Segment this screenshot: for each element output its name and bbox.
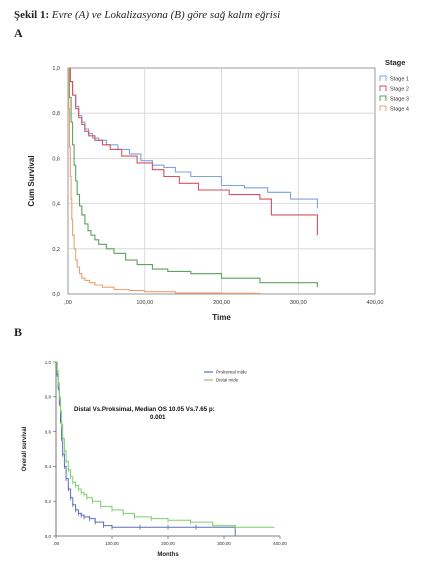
legend-label: Proksimal mide xyxy=(216,370,247,375)
annotation-text: 0.001 xyxy=(150,414,166,421)
series-line xyxy=(68,67,318,288)
y-tick-label: 0,8 xyxy=(45,395,52,400)
x-tick-label: ,00 xyxy=(53,541,60,546)
panel-label-b: B xyxy=(14,325,23,339)
legend-swatch xyxy=(379,85,387,91)
annotation-text: Distal Vs.Proksimal, Median OS 10.05 Vs.… xyxy=(74,406,215,413)
y-tick-label: 0,6 xyxy=(45,429,52,434)
x-tick-label: 300,00 xyxy=(217,541,231,546)
y-tick-label: 0,4 xyxy=(52,202,60,208)
series-line xyxy=(68,67,318,236)
y-tick-label: 0,2 xyxy=(52,247,60,253)
series-line xyxy=(68,67,261,294)
y-axis-title: Overall survival xyxy=(22,426,28,471)
x-tick-label: 400,00 xyxy=(273,541,287,546)
x-axis-title: Time xyxy=(212,313,231,322)
legend-swatch xyxy=(379,95,387,101)
x-tick-label: 400,00 xyxy=(367,300,384,306)
legend-swatch xyxy=(379,105,387,111)
x-tick-label: 100,00 xyxy=(105,541,119,546)
x-tick-label: ,00 xyxy=(64,300,72,306)
y-tick-label: 0,6 xyxy=(52,156,60,162)
y-tick-label: 0,0 xyxy=(52,292,60,298)
legend-label: Stage 2 xyxy=(390,87,409,93)
y-tick-label: 0,0 xyxy=(45,534,52,539)
legend-label: Stage 3 xyxy=(390,97,409,103)
panel-label-a: A xyxy=(14,26,23,40)
chart-a-stage-survival: 0,0 0,2 0,4 0,6 0,8 1,0 ,00 100,00 200,00 300,00 4… xyxy=(27,58,409,322)
y-tick-label: 0,4 xyxy=(45,464,52,469)
x-tick-label: 200,00 xyxy=(161,541,175,546)
legend-label: Stage 1 xyxy=(390,77,409,83)
y-axis-title: Cum Survival xyxy=(27,155,36,206)
y-tick-label: 0,8 xyxy=(52,111,60,117)
caption-text: Evre (A) ve Lokalizasyona (B) göre sağ k… xyxy=(49,9,281,21)
x-tick-label: 100,00 xyxy=(136,300,153,306)
legend-swatch xyxy=(379,75,387,81)
series-line xyxy=(56,361,236,536)
x-tick-label: 300,00 xyxy=(290,300,307,306)
legend-title: Stage xyxy=(385,58,405,67)
y-tick-label: 1,0 xyxy=(45,360,52,365)
series-line xyxy=(56,361,275,528)
figure-caption: Şekil 1: Evre (A) ve Lokalizasyona (B) g… xyxy=(14,9,280,21)
chart-b-location-survival: 0,0 0,2 0,4 0,6 0,8 1,0 ,00 100,00 200,00 300,00 4… xyxy=(22,360,287,558)
legend-label: Distal mide xyxy=(216,378,239,383)
y-tick-label: 1,0 xyxy=(52,66,60,72)
x-axis-title: Months xyxy=(157,552,179,558)
x-tick-label: 200,00 xyxy=(213,300,230,306)
y-tick-label: 0,2 xyxy=(45,499,52,504)
caption-prefix: Şekil 1: xyxy=(14,9,50,21)
legend-label: Stage 4 xyxy=(390,107,409,113)
